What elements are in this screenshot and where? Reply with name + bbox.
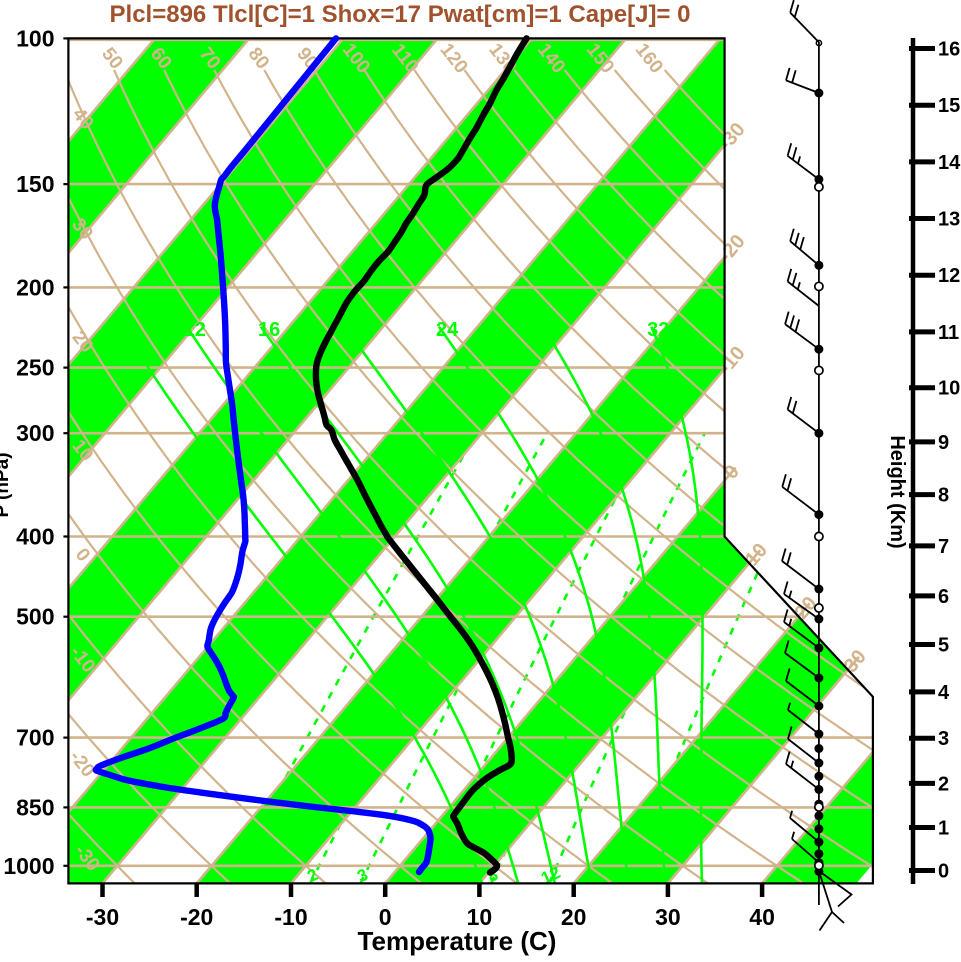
svg-text:400: 400	[16, 524, 54, 550]
svg-text:250: 250	[16, 355, 54, 381]
svg-text:700: 700	[16, 725, 54, 751]
svg-text:5: 5	[938, 635, 949, 657]
svg-text:3: 3	[938, 728, 949, 750]
svg-text:2: 2	[938, 773, 949, 795]
svg-text:10: 10	[938, 378, 960, 400]
svg-text:P (hPa): P (hPa)	[0, 452, 13, 517]
svg-text:Temperature (C): Temperature (C)	[358, 926, 557, 956]
svg-text:28: 28	[540, 319, 562, 341]
svg-text:30: 30	[655, 904, 681, 930]
svg-text:15: 15	[938, 95, 960, 117]
svg-text:100: 100	[16, 25, 54, 51]
svg-text:14: 14	[938, 152, 961, 174]
svg-text:9: 9	[938, 432, 949, 454]
svg-text:500: 500	[16, 604, 54, 630]
svg-text:300: 300	[16, 420, 54, 446]
svg-text:10: 10	[467, 904, 493, 930]
svg-text:16: 16	[938, 39, 960, 61]
svg-text:4: 4	[938, 682, 950, 704]
svg-text:8: 8	[938, 485, 949, 507]
svg-text:20: 20	[561, 904, 587, 930]
svg-text:1: 1	[938, 818, 949, 840]
svg-text:12: 12	[938, 265, 960, 287]
svg-text:40: 40	[749, 904, 775, 930]
svg-text:7: 7	[938, 536, 949, 558]
svg-text:24: 24	[436, 319, 459, 341]
svg-text:-10: -10	[274, 904, 307, 930]
svg-text:150: 150	[16, 171, 54, 197]
svg-text:12: 12	[184, 319, 206, 341]
svg-text:-30: -30	[86, 904, 119, 930]
svg-text:1000: 1000	[3, 853, 54, 879]
svg-text:Plcl=896 Tlcl[C]=1 Shox=17 Pwa: Plcl=896 Tlcl[C]=1 Shox=17 Pwat[cm]=1 Ca…	[110, 1, 691, 28]
svg-text:32: 32	[647, 319, 669, 341]
svg-text:13: 13	[938, 209, 960, 231]
svg-text:0: 0	[379, 904, 392, 930]
svg-text:200: 200	[16, 274, 54, 300]
svg-text:0: 0	[938, 861, 949, 883]
svg-text:-20: -20	[180, 904, 213, 930]
svg-text:11: 11	[938, 322, 959, 344]
svg-text:20: 20	[342, 319, 364, 341]
svg-text:6: 6	[938, 586, 949, 608]
svg-text:Height (Km): Height (Km)	[886, 435, 908, 548]
svg-text:850: 850	[16, 794, 54, 820]
svg-text:16: 16	[258, 319, 280, 341]
